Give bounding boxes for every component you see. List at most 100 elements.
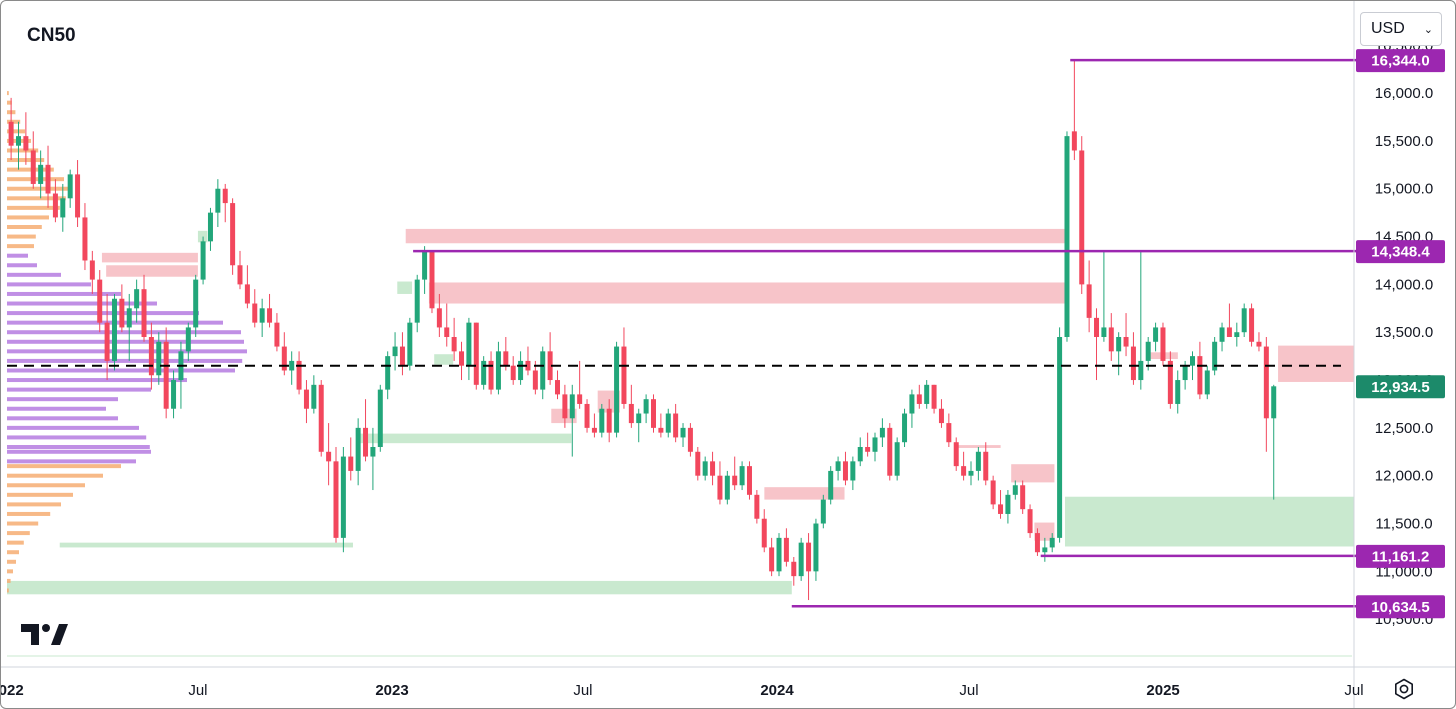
candle: [237, 250, 243, 290]
candle: [1204, 365, 1210, 400]
currency-label: USD: [1371, 20, 1405, 37]
candle-body: [370, 447, 376, 457]
candle-body: [1160, 327, 1166, 361]
candle: [665, 408, 671, 438]
candle-body: [1175, 380, 1181, 404]
candle: [591, 413, 597, 438]
candle: [311, 375, 317, 414]
candle-body: [894, 442, 900, 476]
candle: [185, 322, 191, 361]
candle: [879, 418, 885, 447]
candle: [540, 346, 546, 400]
candle-body: [680, 427, 686, 438]
candle-body: [289, 360, 295, 371]
candle: [732, 456, 738, 491]
candle: [946, 413, 952, 447]
candle-body: [746, 466, 752, 495]
candle: [828, 466, 834, 505]
profile-bar: [7, 225, 42, 229]
currency-select[interactable]: USD ⌄: [1360, 12, 1442, 46]
candle-body: [377, 389, 383, 447]
candle: [1263, 337, 1269, 452]
candle: [274, 313, 280, 352]
current-price-label-box: [1356, 375, 1445, 399]
candle-body: [15, 136, 21, 146]
candle: [451, 317, 457, 361]
candle: [990, 475, 996, 510]
candle-body: [296, 360, 302, 390]
candle-body: [281, 346, 287, 371]
candle: [97, 270, 103, 333]
candle-body: [193, 279, 199, 328]
candle: [45, 145, 51, 208]
candle-body: [1027, 509, 1033, 534]
profile-bar: [7, 234, 36, 239]
candle-body: [75, 174, 81, 218]
candle: [1005, 490, 1011, 524]
candle: [495, 341, 501, 395]
candle: [392, 332, 398, 371]
candle: [857, 437, 863, 467]
candle: [1234, 322, 1240, 347]
candle-body: [761, 518, 767, 548]
zones-layer: [7, 228, 1354, 595]
levels-layer: [7, 58, 1356, 608]
candle: [975, 447, 981, 481]
candle: [636, 408, 642, 443]
chevron-down-icon[interactable]: ⌄: [1423, 23, 1433, 36]
candle-body: [82, 217, 88, 261]
candle-body: [1256, 341, 1262, 347]
candle-body: [1234, 332, 1240, 337]
candle: [1271, 384, 1277, 500]
profile-bar: [7, 511, 51, 516]
candle-body: [348, 456, 354, 471]
candle-body: [1071, 131, 1077, 151]
candle: [1175, 370, 1181, 414]
candle-body: [1197, 356, 1203, 395]
candle-body: [23, 136, 29, 151]
candle: [1138, 251, 1144, 390]
price-level-label: 11,161.2: [1356, 544, 1445, 568]
candle: [52, 179, 58, 223]
candle-body: [1049, 537, 1055, 548]
gear-icon[interactable]: [1392, 677, 1416, 701]
supply-zone: [957, 445, 1001, 448]
candle-body: [1212, 341, 1218, 371]
candle: [1108, 313, 1114, 361]
candle: [171, 370, 177, 419]
candle-body: [1042, 547, 1048, 553]
candle-body: [52, 193, 58, 218]
candle-body: [436, 308, 442, 328]
candle-body: [429, 251, 435, 309]
candle-body: [1086, 284, 1092, 318]
candle: [835, 456, 841, 481]
candle-body: [1219, 327, 1225, 342]
y-tick-label: 13,500.0: [1375, 324, 1433, 341]
candle-body: [990, 480, 996, 505]
candle-body: [687, 427, 693, 452]
candle-body: [414, 279, 420, 323]
profile-bar: [7, 531, 30, 536]
candle: [377, 384, 383, 452]
profile-bar: [7, 129, 25, 134]
candle-body: [399, 346, 405, 366]
candle-body: [1145, 341, 1151, 361]
candle: [998, 490, 1004, 519]
candle-body: [473, 322, 479, 385]
candle: [1057, 327, 1063, 543]
x-tick-label: Jul: [1344, 682, 1363, 699]
profile-bar: [7, 100, 12, 105]
candle: [577, 360, 583, 409]
candle: [1027, 504, 1033, 538]
candle-body: [156, 341, 162, 376]
candle-body: [1123, 337, 1129, 347]
candle-body: [1005, 494, 1011, 514]
candle: [473, 322, 479, 390]
profile-bar: [7, 425, 139, 430]
candle: [769, 537, 775, 577]
candle-body: [67, 174, 73, 199]
candle-body: [148, 337, 154, 376]
